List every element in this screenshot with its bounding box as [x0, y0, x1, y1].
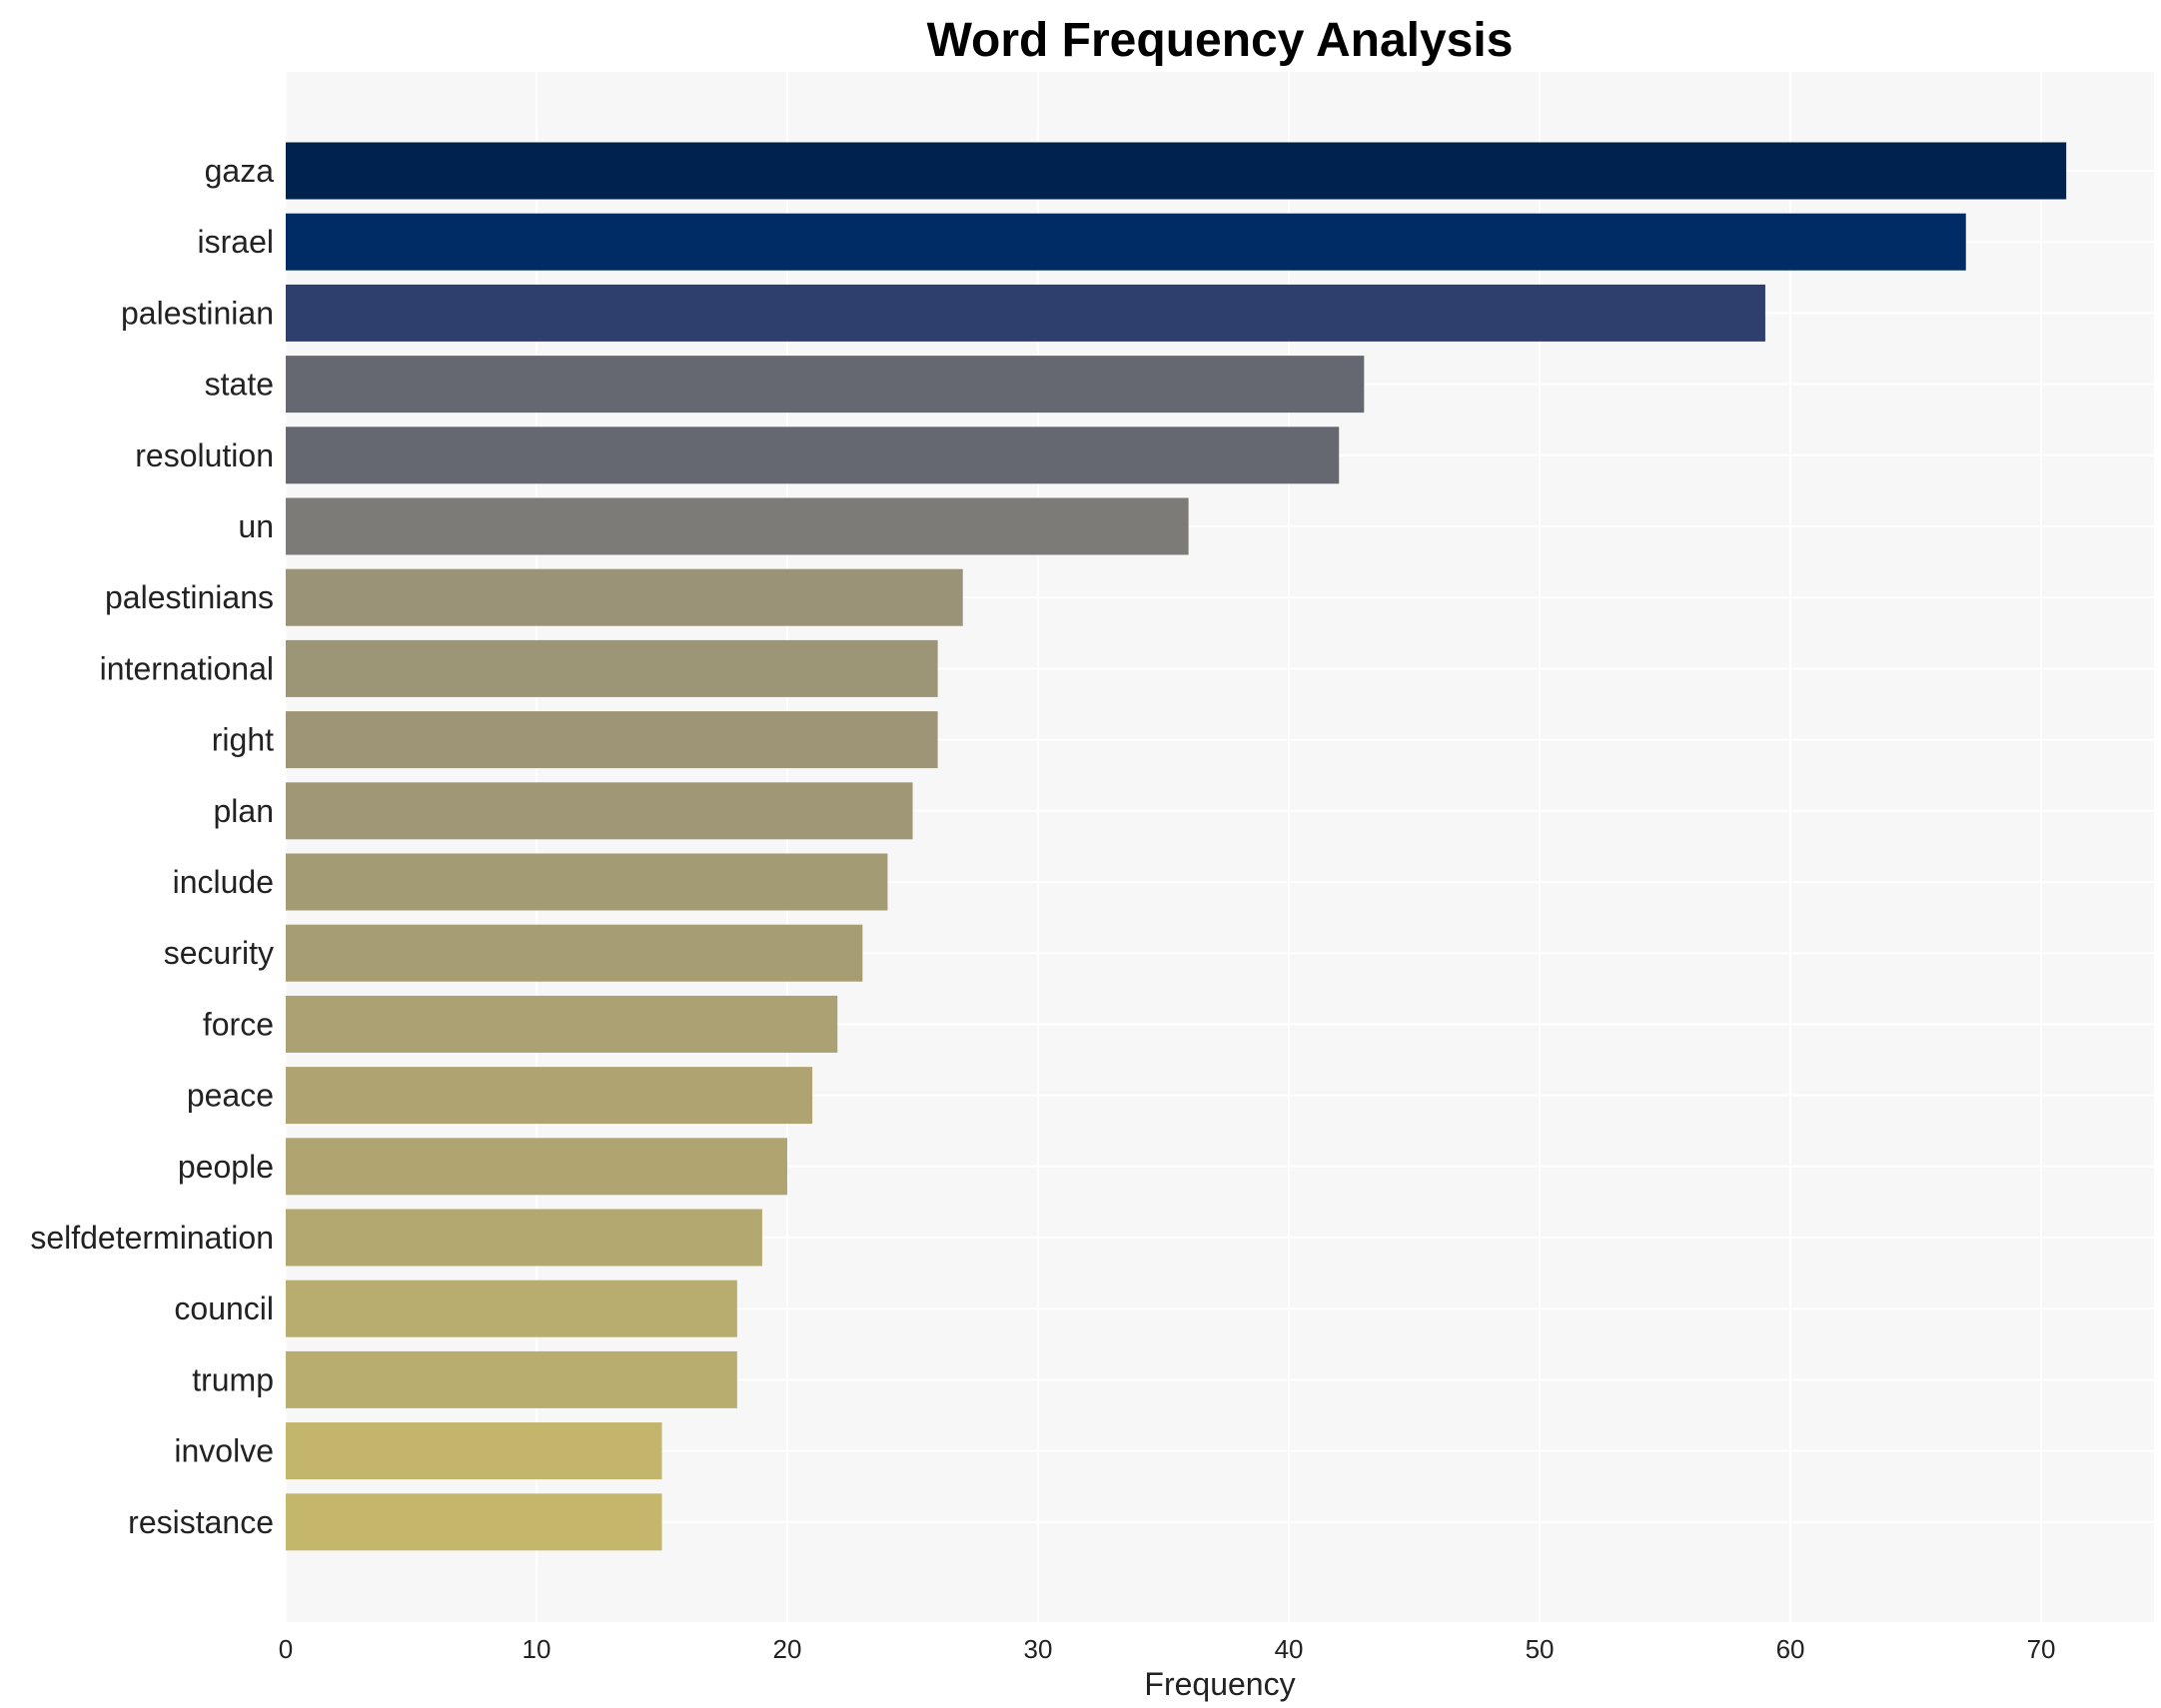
bar-include	[286, 853, 888, 911]
category-label-international: international	[100, 650, 274, 686]
x-tick-labels: 0 10 20 30 40 50 60 70	[279, 1634, 2056, 1664]
x-axis-label: Frequency	[1144, 1666, 1295, 1702]
category-label-selfdetermination: selfdetermination	[30, 1220, 274, 1256]
bar-involve	[286, 1422, 662, 1480]
category-labels: gaza israel palestinian state resolution un pa…	[30, 153, 274, 1540]
bar-palestinians	[286, 568, 963, 626]
bar-state	[286, 356, 1365, 414]
x-tick-label: 40	[1275, 1634, 1304, 1664]
bar-selfdetermination	[286, 1209, 762, 1267]
category-label-state: state	[205, 367, 274, 403]
category-label-resistance: resistance	[128, 1504, 274, 1540]
category-label-plan: plan	[214, 793, 275, 829]
x-tick-label: 30	[1024, 1634, 1053, 1664]
bar-right	[286, 711, 938, 769]
bar-israel	[286, 213, 1966, 271]
category-label-palestinians: palestinians	[105, 579, 274, 615]
category-label-force: force	[203, 1006, 274, 1042]
category-label-council: council	[174, 1290, 274, 1326]
category-label-security: security	[164, 935, 274, 971]
category-label-include: include	[173, 864, 274, 900]
x-tick-label: 0	[279, 1634, 293, 1664]
bar-security	[286, 924, 863, 982]
category-label-un: un	[238, 508, 274, 544]
x-tick-label: 50	[1526, 1634, 1555, 1664]
category-label-involve: involve	[174, 1433, 274, 1469]
bar-people	[286, 1138, 788, 1196]
category-label-right: right	[212, 722, 274, 758]
bar-peace	[286, 1067, 813, 1125]
chart-title: Word Frequency Analysis	[927, 14, 1514, 67]
category-label-palestinian: palestinian	[121, 295, 274, 331]
bar-gaza	[286, 142, 2067, 200]
bar-resistance	[286, 1493, 662, 1551]
bar-resolution	[286, 427, 1340, 484]
x-tick-label: 60	[1776, 1634, 1805, 1664]
category-label-gaza: gaza	[205, 153, 275, 189]
category-label-trump: trump	[192, 1361, 274, 1397]
category-label-peace: peace	[187, 1078, 274, 1114]
bars	[286, 142, 2067, 1551]
category-label-israel: israel	[198, 224, 274, 260]
bar-palestinian	[286, 284, 1765, 342]
x-tick-label: 10	[523, 1634, 551, 1664]
category-label-people: people	[178, 1149, 274, 1185]
bar-plan	[286, 782, 913, 840]
x-tick-label: 70	[2027, 1634, 2056, 1664]
bar-international	[286, 639, 938, 697]
category-label-resolution: resolution	[135, 437, 274, 473]
x-tick-label: 20	[773, 1634, 802, 1664]
bar-un	[286, 497, 1189, 555]
bar-trump	[286, 1350, 737, 1408]
bar-force	[286, 995, 838, 1053]
bar-council	[286, 1280, 737, 1337]
